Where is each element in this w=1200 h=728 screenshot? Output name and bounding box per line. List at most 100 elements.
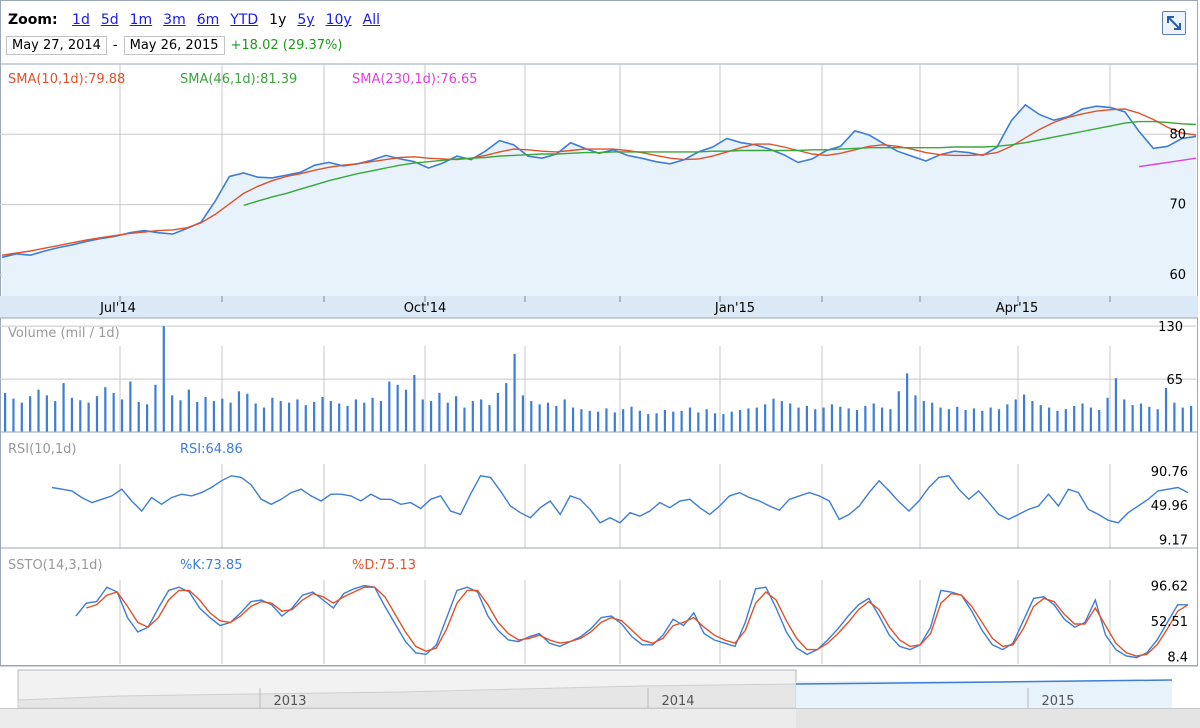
- volume-bar: [313, 401, 316, 432]
- volume-bar: [563, 399, 566, 432]
- zoom-bar: Zoom: 1d 5d 1m 3m 6m YTD 1y 5y 10y All: [8, 12, 391, 28]
- volume-bar: [847, 408, 850, 432]
- volume-bar: [438, 392, 441, 432]
- navigator-scrollbar-left[interactable]: [0, 708, 796, 728]
- zoom-option-5y[interactable]: 5y: [297, 12, 315, 28]
- navigator-selection-line: [795, 679, 1173, 685]
- maximize-button[interactable]: [1162, 11, 1186, 35]
- ssto-axis-label: 8.4: [1167, 650, 1188, 665]
- price-axis-label: 80: [1169, 127, 1186, 142]
- zoom-option-1y[interactable]: 1y: [269, 12, 287, 28]
- volume-bar: [329, 401, 332, 432]
- volume-bar: [204, 396, 207, 432]
- volume-bar: [79, 400, 82, 432]
- volume-bar: [755, 407, 758, 432]
- volume-bar: [780, 401, 783, 432]
- sma10-line: [1, 108, 1197, 256]
- zoom-option-10y[interactable]: 10y: [325, 12, 352, 28]
- navigator-panel[interactable]: 2013 2014 2015: [17, 669, 1173, 709]
- volume-bar: [538, 404, 541, 432]
- date-separator: -: [112, 38, 118, 53]
- volume-bar: [471, 401, 474, 432]
- volume-label: Volume (mil / 1d): [8, 326, 120, 341]
- volume-bar: [814, 409, 817, 432]
- volume-bar: [680, 410, 683, 432]
- volume-bar: [429, 401, 433, 432]
- volume-bar: [613, 412, 616, 432]
- volume-bar: [588, 410, 591, 432]
- maximize-icon: [1167, 16, 1181, 30]
- zoom-option-all[interactable]: All: [362, 12, 381, 28]
- volume-bar: [1056, 410, 1059, 432]
- volume-bar: [120, 399, 124, 432]
- end-date-input[interactable]: May 26, 2015: [123, 36, 225, 55]
- ssto-d-line: [86, 586, 1189, 657]
- volume-bar: [688, 407, 692, 432]
- volume-bar: [1048, 407, 1051, 432]
- volume-bar: [45, 395, 48, 432]
- volume-bar: [62, 383, 65, 432]
- volume-bar: [187, 389, 190, 432]
- time-axis-label: Apr'15: [996, 301, 1039, 316]
- navigator-scrollbar-thumb[interactable]: [796, 708, 1200, 728]
- zoom-option-6m[interactable]: 6m: [196, 12, 220, 28]
- volume-bar: [29, 396, 32, 432]
- zoom-option-1d[interactable]: 1d: [72, 12, 90, 28]
- volume-bar: [931, 402, 934, 432]
- volume-bar: [87, 402, 90, 432]
- volume-bar: [4, 392, 7, 432]
- volume-bar: [262, 407, 266, 432]
- volume-bar: [104, 387, 107, 432]
- volume-bar: [530, 401, 533, 432]
- volume-bar: [1106, 397, 1109, 432]
- ssto-d-label: %D:75.13: [352, 558, 416, 573]
- sma230-legend: SMA(230,1d):76.65: [352, 72, 478, 87]
- price-area-fill: [2, 104, 1196, 296]
- volume-bar: [254, 403, 257, 432]
- price-panel: Jul'14 Oct'14 Jan'15 Apr'15 60 70 80: [0, 63, 1198, 319]
- zoom-option-3m[interactable]: 3m: [163, 12, 186, 28]
- zoom-option-5d[interactable]: 5d: [100, 12, 119, 28]
- volume-bar: [839, 406, 842, 432]
- volume-bar: [1131, 405, 1134, 432]
- ssto-name-label: SSTO(14,3,1d): [8, 558, 102, 573]
- volume-bar: [1156, 409, 1159, 432]
- zoom-option-ytd[interactable]: YTD: [230, 12, 259, 28]
- chart-frame: [0, 0, 1198, 666]
- volume-bar: [1089, 407, 1092, 432]
- volume-bar: [1098, 410, 1101, 432]
- volume-bar: [922, 401, 925, 432]
- date-range-row: May 27, 2014- May 26, 2015 +18.02 (29.37%): [6, 36, 342, 55]
- volume-bar: [772, 398, 775, 432]
- rsi-line: [51, 475, 1189, 524]
- sma230-line: [1138, 157, 1197, 168]
- volume-bar: [855, 410, 859, 432]
- price-axis-label: 70: [1169, 198, 1186, 213]
- navigator-year-label: 2015: [1041, 694, 1074, 709]
- time-axis-label: Oct'14: [404, 301, 447, 316]
- start-date-input[interactable]: May 27, 2014: [6, 36, 107, 55]
- volume-bar: [738, 410, 742, 432]
- ssto-panel: 8.4 52.51 96.62: [0, 547, 1198, 667]
- volume-bar: [647, 414, 650, 432]
- volume-bar: [221, 398, 224, 432]
- volume-bar: [713, 413, 717, 432]
- volume-bar: [171, 395, 174, 432]
- volume-bar: [1022, 394, 1026, 432]
- volume-bar: [672, 411, 675, 432]
- volume-bar: [54, 401, 57, 432]
- ssto-k-label: %K:73.85: [180, 558, 242, 573]
- volume-bar: [638, 410, 641, 432]
- volume-bar: [154, 384, 157, 432]
- volume-bar: [112, 392, 115, 432]
- volume-bar: [496, 392, 499, 432]
- volume-bar: [555, 405, 558, 432]
- volume-bar: [947, 409, 950, 432]
- zoom-option-1m[interactable]: 1m: [129, 12, 153, 28]
- volume-bar: [237, 391, 241, 432]
- volume-bar: [505, 383, 508, 432]
- volume-bar: [95, 396, 99, 432]
- volume-bar: [70, 397, 74, 432]
- volume-bar: [622, 409, 625, 432]
- volume-bar: [864, 405, 867, 432]
